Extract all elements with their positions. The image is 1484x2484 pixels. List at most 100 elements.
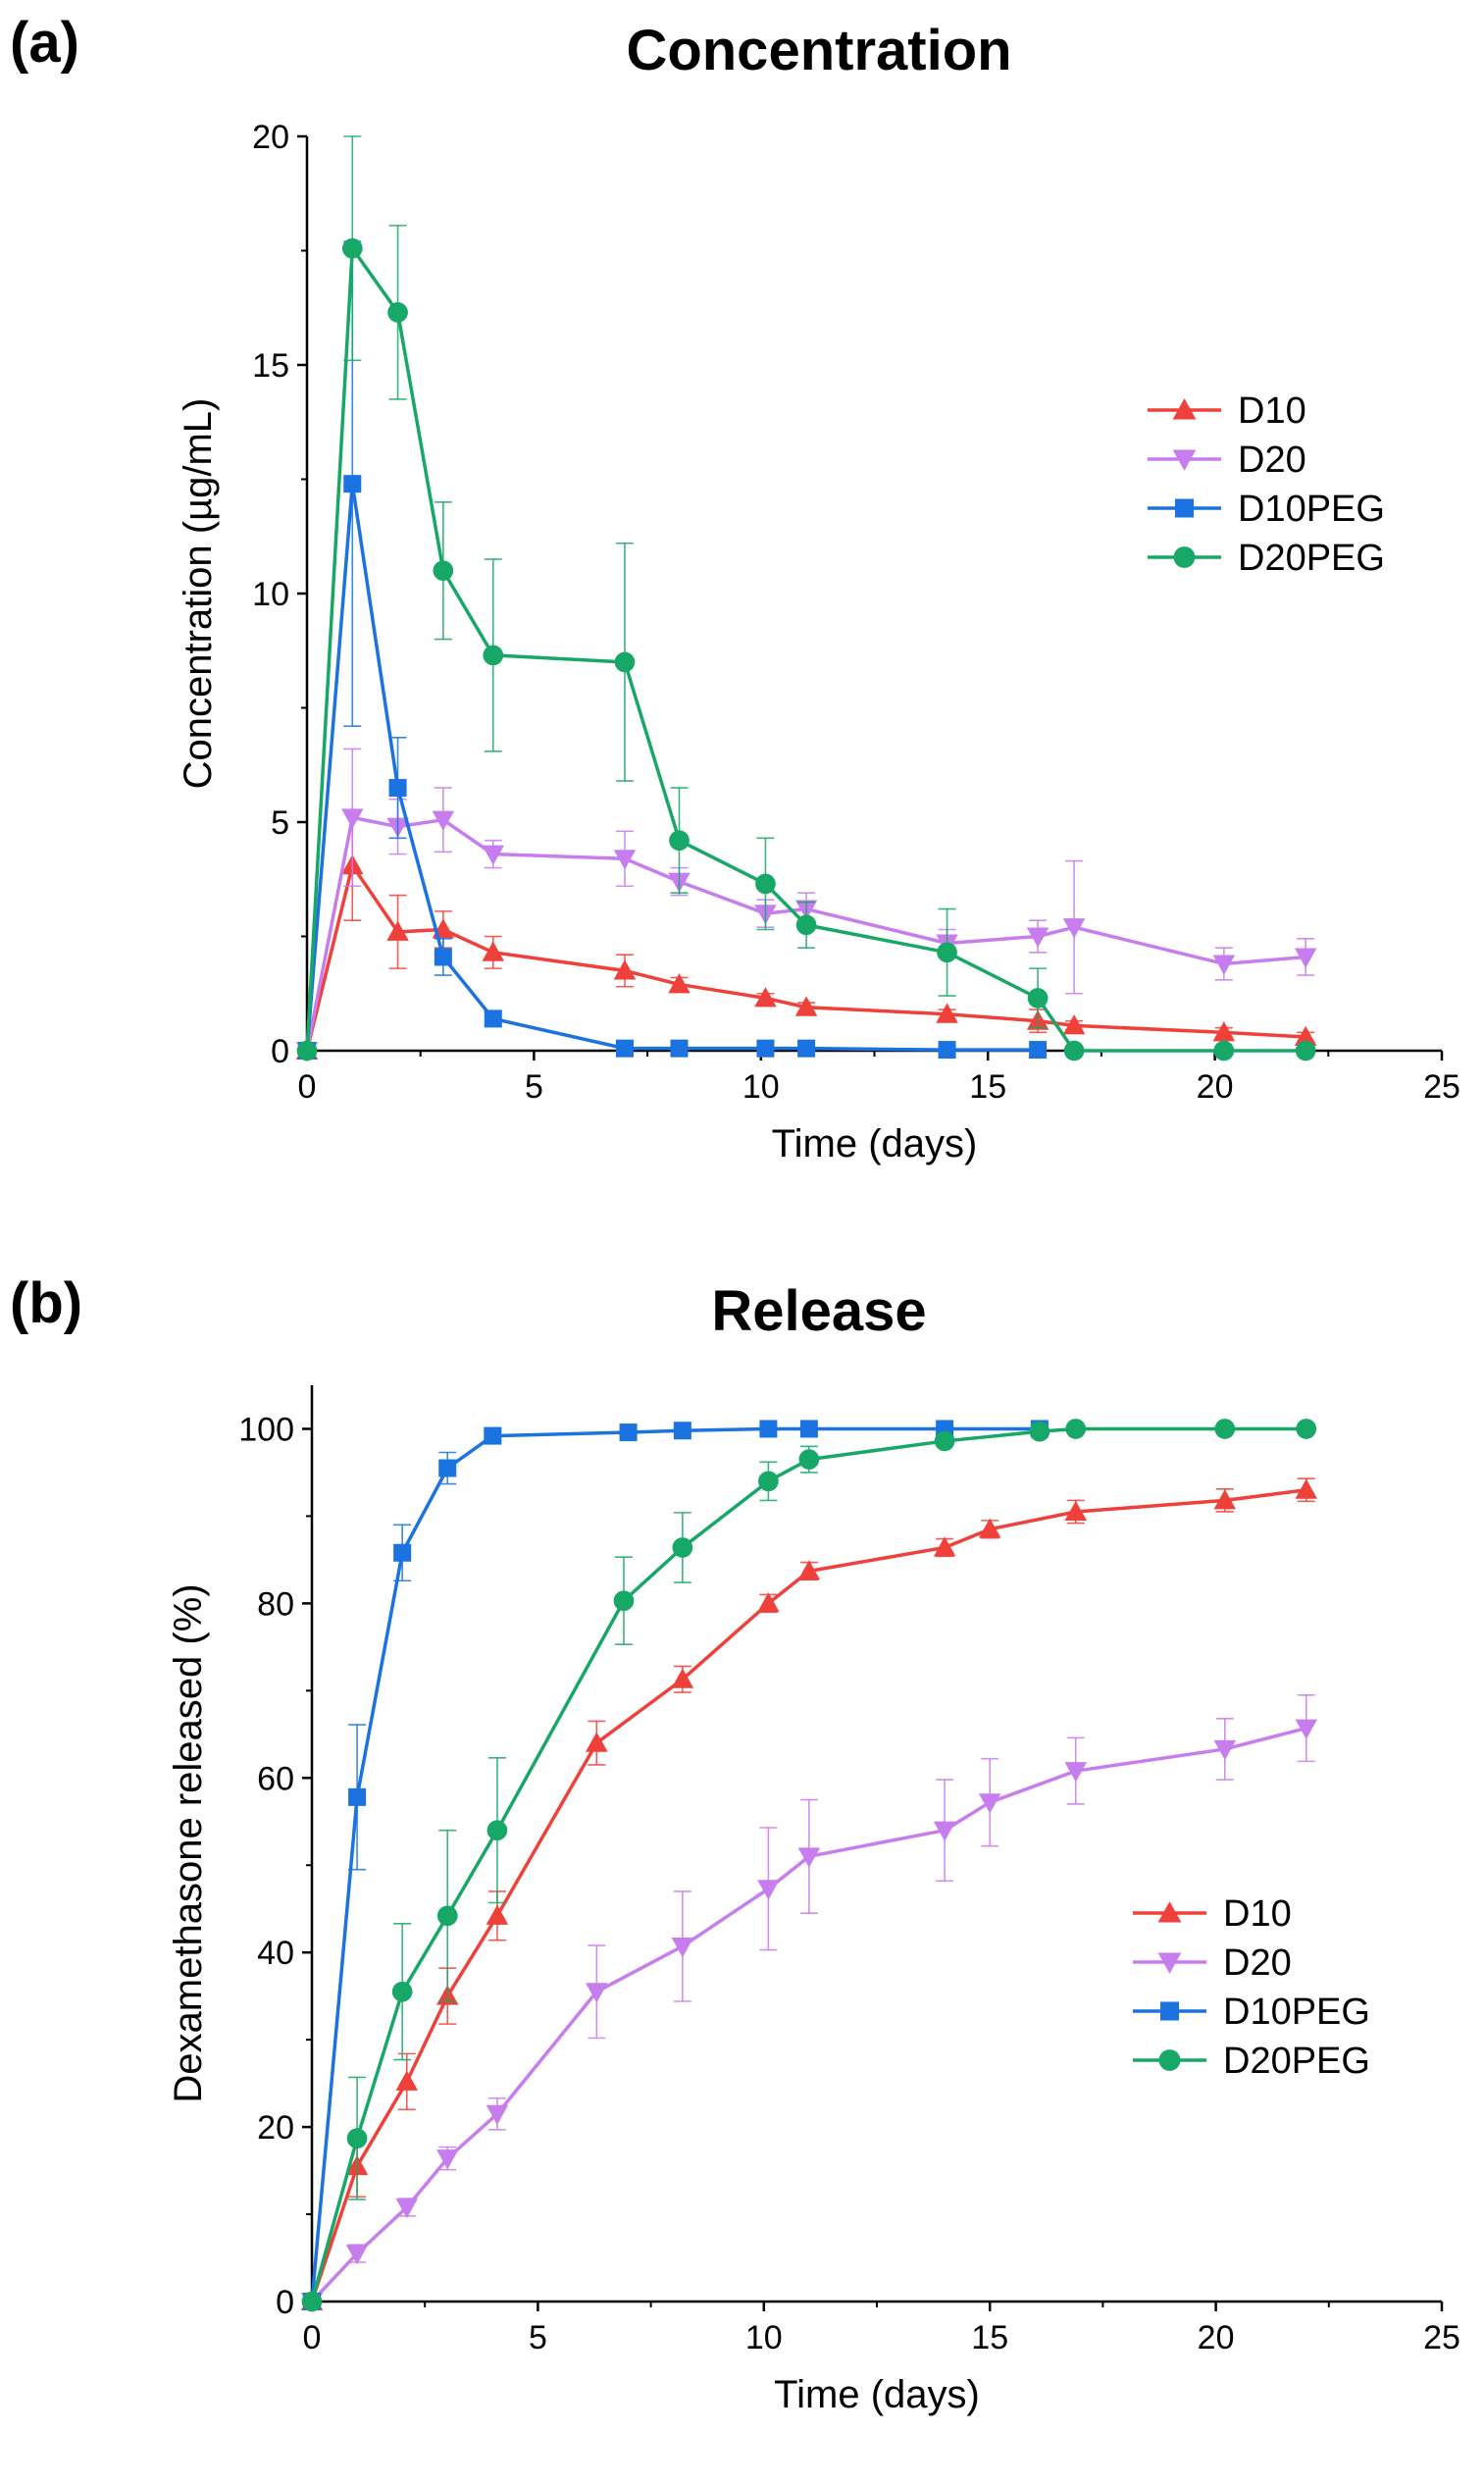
chart-b-series-d20peg-point (798, 1449, 820, 1470)
chart-b-series-d20peg-point (1296, 1419, 1317, 1439)
chart-b-series-d20-point (757, 1880, 780, 1900)
chart-b-series-d20peg (301, 1419, 1317, 2312)
chart-b-series-d10-point (1213, 1489, 1237, 1510)
chart-b-series-d20-point (933, 1821, 956, 1841)
chart-a-y-axis-label: Concentration (µg/mL) (177, 398, 220, 790)
chart-a-x-axis-label: Time (days) (772, 1122, 978, 1165)
chart-a-legend-d10peg-marker (1175, 498, 1194, 518)
chart-b-series-d10-point (1295, 1478, 1318, 1499)
chart-a-legend-d10peg-label: D10PEG (1238, 489, 1385, 530)
chart-b-series-d20-point (395, 2198, 419, 2219)
chart-a-series-d20 (295, 748, 1317, 1062)
chart-a-series-d20peg-point (795, 914, 817, 936)
chart-b-legend-d20-marker (1157, 1952, 1182, 1974)
chart-b-series-d10peg-point (348, 1787, 367, 1806)
chart-a-series-d10peg-point (615, 1039, 634, 1058)
chart-b-x-axis-label: Time (days) (774, 2373, 980, 2416)
chart-b-series-d10peg-point (393, 1543, 412, 1562)
chart-a-series-d10peg (298, 240, 1048, 1060)
chart-b-legend-d10-label: D10 (1223, 1893, 1292, 1935)
release-chart: 0 5 10 15 20 25 0 20 40 60 80 100 Time (days) Dexamet… (167, 1385, 1460, 2416)
chart-b-series-d10-point (1064, 1500, 1088, 1521)
chart-b-series-d20-point (345, 2245, 369, 2265)
chart-a-series-d20peg-point (433, 560, 454, 582)
chart-b-series-d10-point (486, 1904, 509, 1925)
chart-a-series-d20-point (482, 845, 504, 865)
chart-a-series-d10peg-point (484, 1009, 502, 1028)
chart-a-series-d20-point (341, 808, 364, 829)
chart-a-series-d10peg-point (1029, 1041, 1048, 1060)
chart-a-x-tick-label: 0 (298, 1068, 317, 1106)
chart-b-series-d10-point (671, 1668, 694, 1688)
chart-b-series-d10peg-point (759, 1420, 778, 1438)
chart-b-series-d20-point (1064, 1762, 1088, 1783)
chart-b-series-d10-point (978, 1518, 1001, 1538)
panel-b-label: (b) (10, 1271, 83, 1335)
chart-b-series-d20peg-point (486, 1820, 508, 1841)
chart-a-series-d20-point (1026, 927, 1049, 948)
chart-b-series-d20peg-point (672, 1537, 693, 1558)
chart-a-series-d20peg-point (1295, 1040, 1316, 1061)
panel-a-label: (a) (10, 11, 79, 75)
chart-a-series-d10peg-point (434, 948, 452, 966)
chart-a-x-tick-label: 25 (1423, 1068, 1460, 1106)
chart-a-series-d20peg-point (1027, 988, 1049, 1009)
chart-a-series-d20peg (296, 135, 1316, 1061)
chart-b-series-d20-point (797, 1847, 821, 1868)
chart-b-series-d10peg-point (438, 1459, 457, 1477)
chart-a-series-d20-point (1062, 918, 1086, 939)
chart-b-y-axis-label: Dexamethasone released (%) (167, 1583, 210, 2102)
chart-b-series-d20-point (486, 2104, 509, 2126)
chart-a-series-d10peg-point (670, 1039, 689, 1058)
chart-a-series-d20-point (1294, 948, 1317, 968)
chart-a-series-d10peg-point (343, 475, 362, 493)
chart-b-legend-d10peg-marker (1160, 2001, 1179, 2021)
chart-b-series-d20peg-point (758, 1471, 779, 1492)
chart-b-series-d20peg-point (346, 2128, 368, 2149)
chart-a-series-d10-point (754, 987, 777, 1008)
chart-b-y-tick-label: 0 (276, 2284, 294, 2321)
chart-b-series-d10-point (757, 1592, 780, 1613)
chart-a-series-d10-point (936, 1003, 958, 1023)
chart-a-legend-d10-label: D10 (1238, 390, 1306, 432)
chart-a-series-d20-point (1212, 955, 1236, 975)
chart-b-x-tick-label: 25 (1423, 2319, 1460, 2356)
chart-b-y-tick-label: 40 (257, 1935, 294, 1972)
chart-a-series-d20peg-point (296, 1040, 318, 1061)
chart-b-series-d20-point (671, 1937, 694, 1958)
chart-b-series-d20peg-point (1029, 1421, 1050, 1442)
chart-a-x-tick-label: 20 (1197, 1068, 1234, 1106)
chart-b-series-d10-point (933, 1536, 956, 1557)
chart-b-series-d20peg-point (391, 1981, 413, 2002)
chart-a-series-d20peg-point (387, 302, 408, 323)
chart-a-y-tick-label: 10 (252, 576, 289, 613)
chart-b-legend-d20peg-marker (1158, 2049, 1181, 2071)
chart-b-y-tick-label: 60 (257, 1760, 294, 1797)
chart-b-x-tick-label: 20 (1198, 2319, 1235, 2356)
chart-a-x-tick-label: 15 (969, 1068, 1006, 1106)
chart-b-series-d10peg-line (310, 1426, 1040, 2303)
chart-a-legend-d20peg-marker (1173, 546, 1196, 568)
chart-a-series-d10-point (386, 920, 409, 941)
panel-a-title: Concentration (626, 19, 1012, 82)
chart-b-series-d20peg-point (934, 1430, 955, 1452)
chart-a-series-d20peg-point (937, 942, 957, 963)
chart-b-series-d10peg-point (484, 1426, 502, 1445)
chart-b-legend-d20peg-label: D20PEG (1223, 2041, 1370, 2082)
chart-b-x-tick-label: 5 (529, 2319, 547, 2356)
chart-b-x-tick-label: 15 (971, 2319, 1008, 2356)
chart-b-series-d20-point (978, 1793, 1001, 1814)
chart-a-y-tick-label: 20 (252, 119, 289, 156)
chart-a-x-tick-label: 10 (742, 1068, 780, 1106)
chart-a-series-d20peg-point (614, 651, 636, 673)
chart-b-series-d20peg-point (1065, 1419, 1087, 1439)
chart-a-series-d20peg-point (341, 237, 363, 259)
chart-b-series-d10peg-point (799, 1420, 818, 1438)
chart-b-legend: D10 D20 D10PEG D20PEG (1133, 1893, 1370, 2082)
chart-a-y-tick-label: 15 (252, 347, 289, 385)
chart-a-series-d20-point (613, 850, 637, 870)
chart-b-legend-d10-marker (1157, 1901, 1182, 1923)
chart-b-legend-d20-label: D20 (1223, 1942, 1292, 1984)
chart-b-y-tick-label: 20 (257, 2109, 294, 2147)
chart-a-series-d20peg-point (669, 830, 690, 851)
